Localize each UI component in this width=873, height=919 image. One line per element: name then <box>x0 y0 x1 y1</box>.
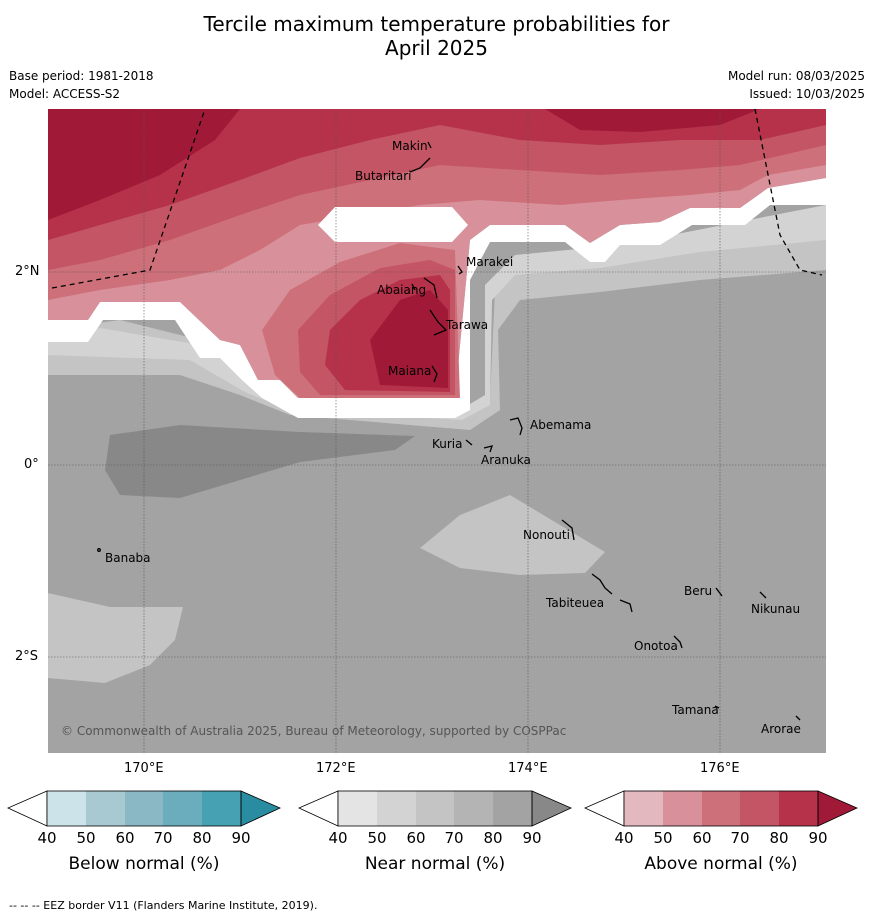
cb2-tick: 50 <box>367 829 387 847</box>
cb3-tick: 70 <box>730 829 750 847</box>
eez-borders <box>51 109 823 289</box>
lat-label-2n: 2°N <box>15 264 40 279</box>
eez-footnote: -- -- -- EEZ border V11 (Flanders Marine… <box>9 899 318 912</box>
colorbar-above <box>584 790 858 827</box>
lon-label-170: 170°E <box>124 761 164 776</box>
title-line-2: April 2025 <box>385 36 488 60</box>
place-kuria: Kuria <box>432 437 463 451</box>
cb3-tick: 90 <box>808 829 828 847</box>
chart-title: Tercile maximum temperature probabilitie… <box>0 12 873 60</box>
no-signal-island <box>318 207 468 242</box>
lon-label-174: 174°E <box>508 761 548 776</box>
cb3-tick: 50 <box>653 829 673 847</box>
place-nonouti: Nonouti <box>523 528 570 542</box>
above-normal-80 <box>48 109 826 240</box>
lon-label-176: 176°E <box>700 761 740 776</box>
place-butaritari: Butaritari <box>355 169 412 183</box>
cb2-tick: 90 <box>522 829 542 847</box>
place-maiana: Maiana <box>388 364 432 378</box>
meta-left: Base period: 1981-2018 Model: ACCESS-S2 <box>9 67 154 103</box>
lon-label-172: 172°E <box>316 761 356 776</box>
cb3-tick: 40 <box>614 829 634 847</box>
place-abemama: Abemama <box>530 418 592 432</box>
cb1-tick: 90 <box>231 829 251 847</box>
cb3-label: Above normal (%) <box>644 854 798 874</box>
lat-label-0: 0° <box>24 457 39 472</box>
near-normal-patch-sw <box>48 593 183 683</box>
lat-label-2s: 2°S <box>15 649 39 664</box>
cb1-tick: 50 <box>76 829 96 847</box>
place-nikunau: Nikunau <box>751 602 801 616</box>
cb1-tick: 80 <box>192 829 212 847</box>
place-tarawa: Tarawa <box>446 318 489 332</box>
cb1-tick: 60 <box>115 829 135 847</box>
island-outlines <box>97 141 801 721</box>
cb2-tick: 60 <box>406 829 426 847</box>
cb1-tick: 40 <box>37 829 57 847</box>
cb2-tick: 80 <box>483 829 503 847</box>
cb3-tick: 80 <box>769 829 789 847</box>
place-arorae: Arorae <box>761 722 801 736</box>
place-makin: Makin <box>392 139 428 153</box>
place-marakei: Marakei <box>466 255 514 269</box>
place-aranuka: Aranuka <box>481 453 531 467</box>
cb2-label: Near normal (%) <box>364 854 506 874</box>
title-line-1: Tercile maximum temperature probabilitie… <box>203 12 670 36</box>
place-tabiteuea: Tabiteuea <box>546 596 605 610</box>
near-normal-high <box>105 425 415 498</box>
model-name: Model: ACCESS-S2 <box>9 87 121 101</box>
colorbar-near <box>298 790 572 827</box>
copyright-notice: © Commonwealth of Australia 2025, Bureau… <box>61 724 567 738</box>
cb1-label: Below normal (%) <box>68 854 220 874</box>
place-banaba: Banaba <box>105 551 151 565</box>
place-tamana: Tamana <box>672 703 719 717</box>
cb2-tick: 40 <box>328 829 348 847</box>
cb3-tick: 60 <box>692 829 712 847</box>
model-run: Model run: 08/03/2025 <box>727 69 865 83</box>
issued-date: Issued: 10/03/2025 <box>749 87 865 101</box>
near-normal-band-inner <box>48 205 826 420</box>
place-beru: Beru <box>684 584 713 598</box>
near-normal-patch-south <box>420 495 605 575</box>
cb2-tick: 70 <box>444 829 464 847</box>
colorbar-below <box>7 790 281 827</box>
place-onotoa: Onotoa <box>634 639 678 653</box>
cb1-tick: 70 <box>153 829 173 847</box>
meta-right: Model run: 08/03/2025 Issued: 10/03/2025 <box>728 67 865 103</box>
above-normal-90-north <box>545 109 760 132</box>
blob-90 <box>370 290 448 388</box>
graticule <box>48 109 826 753</box>
probability-fields <box>48 109 826 753</box>
no-signal-zone <box>48 178 826 418</box>
base-period: Base period: 1981-2018 <box>9 69 154 83</box>
place-abaiang: Abaiang <box>377 283 427 297</box>
